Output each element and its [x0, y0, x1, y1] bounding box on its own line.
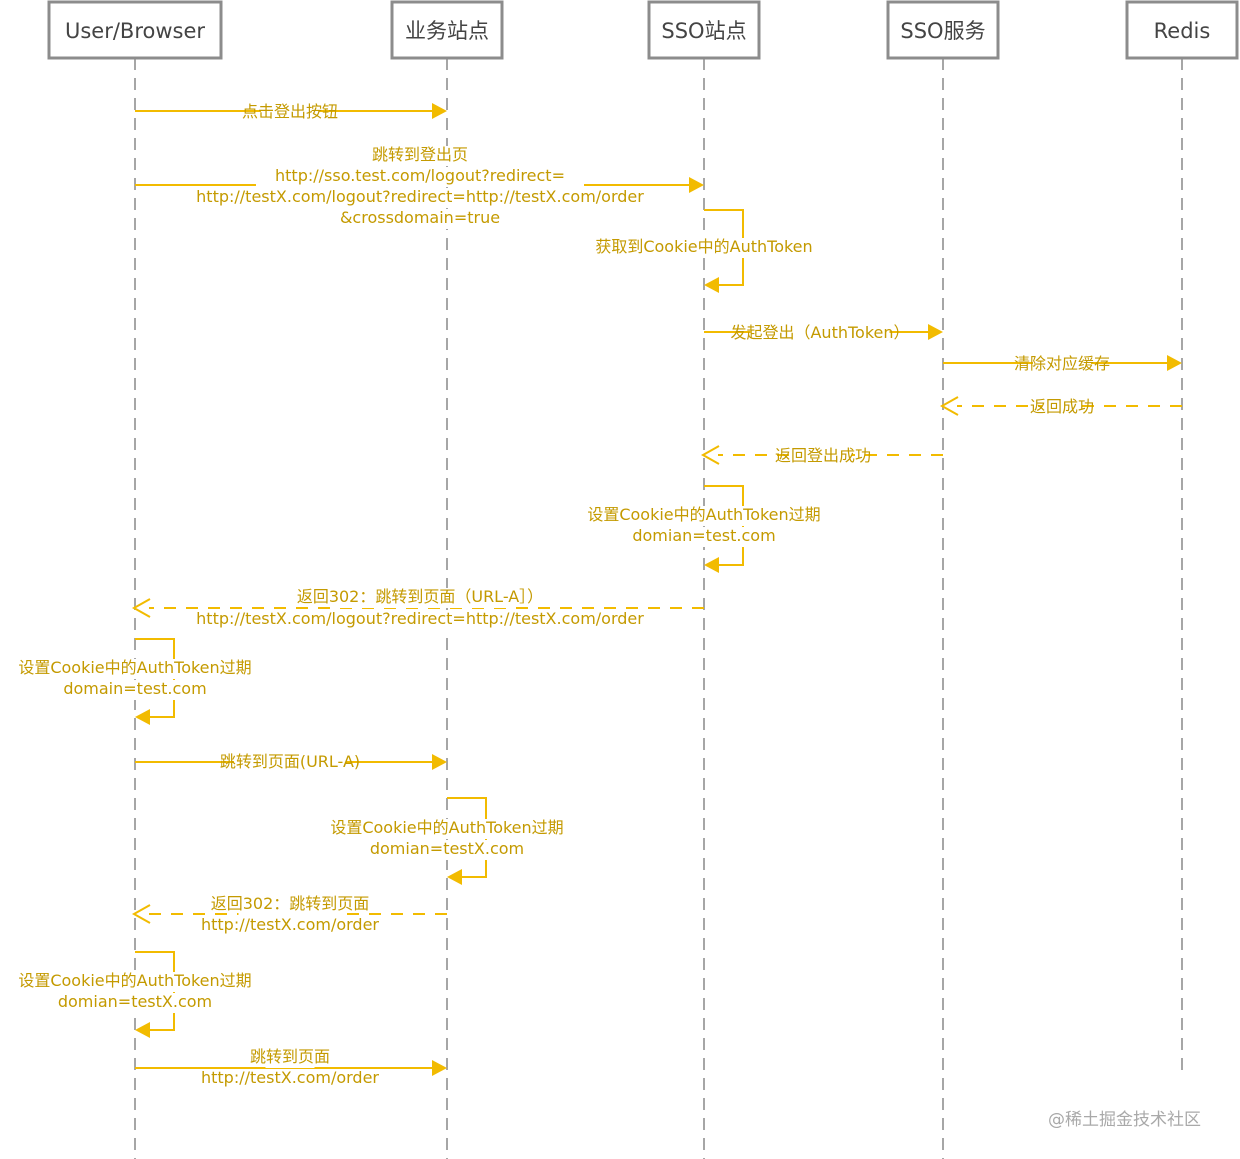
- arrow-head: [131, 904, 151, 924]
- message-label-line: 发起登出（AuthToken）: [730, 323, 909, 342]
- message-label-line: 跳转到页面(URL-A): [220, 752, 360, 771]
- label-background: [1042, 398, 1082, 418]
- arrow-head: [939, 396, 959, 416]
- message-label-line: http://testX.com/order: [201, 1068, 379, 1087]
- msg-expire-sso-cookie: 设置Cookie中的AuthToken过期 domian=test.com: [587, 485, 821, 573]
- label-background: [341, 209, 499, 229]
- label-background: [265, 1048, 315, 1068]
- label-background: [391, 146, 449, 166]
- actor-sso-svc: SSO服务: [886, 0, 1000, 60]
- label-background: [38, 972, 232, 992]
- label-background: [750, 324, 890, 344]
- actor-box: [1125, 0, 1239, 60]
- msg-clear-cache: 清除对应缓存: [943, 354, 1182, 375]
- label-background: [256, 167, 584, 187]
- actor-label: SSO站点: [661, 19, 746, 43]
- message-label-line: 跳转到页面: [250, 1047, 330, 1066]
- msg-goto-url-a: 跳转到页面(URL-A): [135, 752, 447, 773]
- message-label-line: 设置Cookie中的AuthToken过期: [18, 658, 251, 677]
- arrow-head: [135, 709, 150, 725]
- msg-return-302-url-a: 返回302：跳转到页面（URL-A］） http://testX.com/logo…: [131, 587, 704, 630]
- label-background: [373, 840, 521, 860]
- message-label-line: 清除对应缓存: [1014, 354, 1110, 373]
- arrow-head: [704, 557, 719, 573]
- arrow-head: [928, 324, 943, 340]
- arrow-head: [432, 103, 447, 119]
- arrow-head: [704, 277, 719, 293]
- actor-redis: Redis: [1125, 0, 1239, 60]
- label-background: [65, 680, 205, 700]
- label-background: [612, 238, 796, 258]
- actor-label: SSO服务: [900, 19, 985, 43]
- actor-box: [647, 0, 761, 60]
- label-background: [238, 895, 342, 915]
- arrow-head: [131, 598, 151, 618]
- actor-sso-site: SSO站点: [647, 0, 761, 60]
- message-label-line: 设置Cookie中的AuthToken过期: [18, 971, 251, 990]
- msg-expire-browser-cookie-1: 设置Cookie中的AuthToken过期 domain=test.com: [18, 638, 252, 725]
- watermark-text: @稀土掘金技术社区: [1048, 1110, 1201, 1130]
- arrow-head: [689, 177, 704, 193]
- message-label-line: 设置Cookie中的AuthToken过期: [330, 818, 563, 837]
- msg-redirect-logout: 跳转到登出页 http://sso.test.com/logout?redirec…: [135, 145, 704, 229]
- actor-box: [47, 0, 223, 60]
- message-label-line: 返回登出成功: [775, 446, 871, 465]
- label-background: [1033, 355, 1091, 375]
- arrow-head: [447, 869, 462, 885]
- msg-click-logout: 点击登出按钮: [135, 102, 447, 123]
- label-background: [332, 588, 508, 608]
- arrow-head: [432, 1060, 447, 1076]
- actor-label: Redis: [1154, 19, 1211, 43]
- message-label-line: 跳转到登出页: [372, 145, 468, 164]
- arrow-head: [432, 754, 447, 770]
- label-background: [234, 753, 346, 773]
- message-label-line: 点击登出按钮: [242, 102, 338, 121]
- label-background: [189, 1069, 391, 1089]
- label-background: [189, 916, 391, 936]
- message-label-line: domian=test.com: [632, 526, 775, 545]
- actor-label: 业务站点: [405, 19, 489, 43]
- label-background: [38, 659, 232, 679]
- message-label-line: domain=test.com: [63, 679, 206, 698]
- msg-return-302-order: 返回302：跳转到页面 http://testX.com/order: [131, 894, 447, 936]
- message-label-line: domian=testX.com: [370, 839, 524, 858]
- actor-box: [390, 0, 504, 60]
- label-background: [170, 188, 670, 208]
- actor-box: [886, 0, 1000, 60]
- message-label-line: http://testX.com/logout?redirect=http://…: [196, 187, 644, 206]
- label-background: [634, 527, 774, 547]
- label-background: [607, 506, 801, 526]
- message-label-line: http://testX.com/order: [201, 915, 379, 934]
- label-background: [350, 819, 544, 839]
- message-label-line: domian=testX.com: [58, 992, 212, 1011]
- label-background: [61, 993, 209, 1013]
- message-label-line: 获取到Cookie中的AuthToken: [595, 237, 812, 256]
- message-label-line: 返回302：跳转到页面: [211, 894, 370, 913]
- msg-expire-biz-cookie: 设置Cookie中的AuthToken过期 domian=testX.com: [330, 797, 564, 885]
- actor-biz: 业务站点: [390, 0, 504, 60]
- message-label-line: http://testX.com/logout?redirect=http://…: [196, 609, 644, 628]
- actor-browser: User/Browser: [47, 0, 223, 60]
- msg-goto-order: 跳转到页面 http://testX.com/order: [135, 1047, 447, 1089]
- label-background: [170, 610, 670, 630]
- msg-return-success: 返回成功: [939, 396, 1182, 418]
- message-label-line: 返回302：跳转到页面（URL-A］）: [297, 587, 543, 606]
- msg-start-logout: 发起登出（AuthToken）: [704, 323, 943, 344]
- msg-get-authtoken: 获取到Cookie中的AuthToken: [595, 209, 813, 293]
- label-background: [794, 447, 852, 467]
- message-label-line: &crossdomain=true: [340, 208, 500, 227]
- arrow-head: [135, 1022, 150, 1038]
- msg-expire-browser-cookie-2: 设置Cookie中的AuthToken过期 domian=testX.com: [18, 951, 252, 1038]
- arrow-head: [1167, 355, 1182, 371]
- message-label-line: http://sso.test.com/logout?redirect=: [275, 166, 565, 185]
- actor-label: User/Browser: [65, 19, 205, 43]
- arrow-head: [700, 445, 720, 465]
- msg-return-logout-success: 返回登出成功: [700, 445, 943, 467]
- label-background: [261, 103, 319, 123]
- message-label-line: 返回成功: [1030, 397, 1094, 416]
- message-label-line: 设置Cookie中的AuthToken过期: [587, 505, 820, 524]
